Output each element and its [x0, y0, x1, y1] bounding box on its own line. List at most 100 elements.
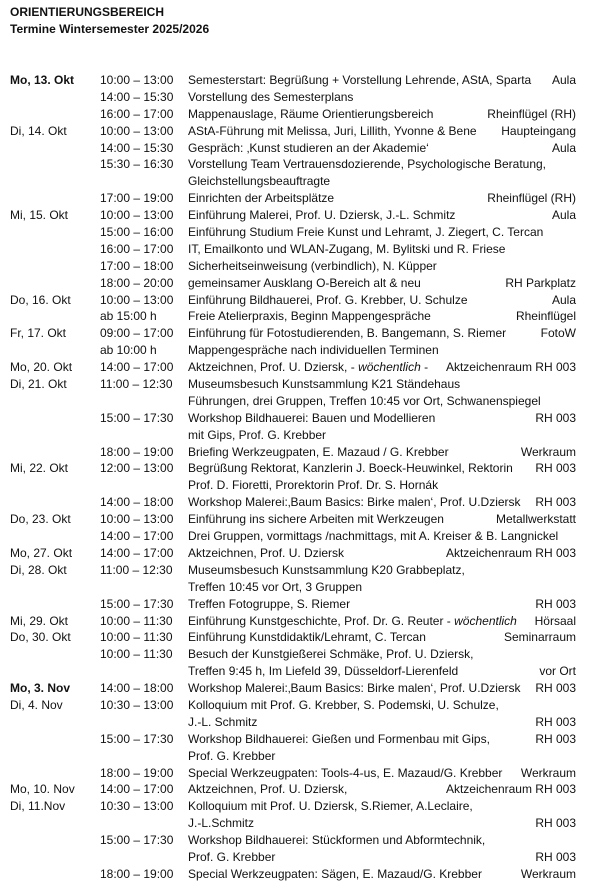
- schedule-row: Fr, 17. Okt 09:00 – 17:00 Einführung für F…: [0, 325, 600, 343]
- schedule-time: 17:00 – 18:00: [100, 258, 174, 273]
- schedule-location: Haupteingang: [498, 122, 576, 140]
- schedule-row: Mo, 27. Okt 14:00 – 17:00 Aktzeichnen, Pro…: [0, 544, 600, 562]
- schedule-time: 10:00 – 13:00: [100, 208, 174, 223]
- schedule-description: J.-L. Schmitz: [188, 714, 257, 731]
- schedule-time: 15:00 – 17:30: [100, 731, 174, 746]
- schedule-row: ab 10:00 h Mappengespräche nach individue…: [0, 342, 600, 359]
- description-text: Mappengespräche nach individuellen Termi…: [188, 343, 439, 358]
- description-text: J.-L.Schmitz: [188, 816, 255, 831]
- schedule-row: 15:00 – 17:30 Workshop Bildhauerei: Bauen…: [0, 409, 600, 427]
- description-text: Einführung Kunstgeschichte, Prof. Dr. G.…: [188, 613, 455, 628]
- schedule-location: Aktzeichenraum RH 003: [442, 359, 576, 377]
- schedule-description: Treffen 10:45 vor Ort, 3 Gruppen: [188, 579, 362, 596]
- schedule-time: 10:00 – 13:00: [100, 123, 174, 138]
- schedule-description: J.-L.Schmitz: [188, 815, 254, 832]
- schedule-time: 10:30 – 13:00: [100, 799, 174, 814]
- description-text: Treffen Fotogruppe, S. Riemer: [188, 596, 351, 611]
- schedule-row: Di, 14. Okt 10:00 – 13:00 AStA-Führung mit…: [0, 122, 600, 140]
- schedule-description: Aktzeichnen, Prof. U. Dziersk: [188, 545, 344, 562]
- document-subtitle: Termine Wintersemester 2025/2026: [10, 22, 210, 36]
- schedule-time: 15:00 – 17:30: [100, 833, 174, 848]
- schedule-time: 18:00 – 20:00: [100, 275, 174, 290]
- schedule-row: Gleichstellungsbeauftragte: [0, 173, 600, 190]
- schedule-row: Prof. G. Krebber: [0, 748, 600, 765]
- schedule-description: Einführung ins sichere Arbeiten mit Werk…: [188, 511, 444, 528]
- schedule-time: 14:00 – 17:00: [100, 545, 174, 560]
- description-text: Gleichstellungsbeauftragte: [188, 174, 331, 189]
- schedule-row: 15:00 – 17:30 Workshop Bildhauerei: Stück…: [0, 832, 600, 849]
- schedule-description: mit Gips, Prof. G. Krebber: [188, 427, 326, 444]
- description-emphasis: wöchentlich: [358, 360, 421, 375]
- schedule-time: 14:00 – 15:30: [100, 89, 174, 104]
- schedule-time: 14:00 – 17:00: [100, 529, 174, 544]
- schedule-row: 14:00 – 18:00 Workshop Malerei:‚Baum Basi…: [0, 494, 600, 512]
- schedule-date: Mo, 13. Okt: [10, 73, 75, 87]
- schedule-location: Aula: [548, 291, 576, 309]
- schedule-location: RH Parkplatz: [502, 274, 576, 292]
- schedule-description: Kolloquium mit Prof. U. Dziersk, S.Rieme…: [188, 798, 473, 815]
- description-text: Aktzeichnen, Prof. U. Dziersk, -: [188, 360, 359, 375]
- schedule-location: Werkraum: [517, 443, 576, 461]
- schedule-description: Besuch der Kunstgießerei Schmäke, Prof. …: [188, 646, 473, 663]
- schedule-description: Prof. D. Fioretti, Prorektorin Prof. Dr.…: [188, 477, 438, 494]
- schedule-description: Kolloquium mit Prof. G. Krebber, S. Pode…: [188, 697, 499, 714]
- schedule-location: vor Ort: [536, 663, 576, 681]
- schedule-row: Do, 23. Okt 10:00 – 13:00 Einführung ins s…: [0, 511, 600, 529]
- schedule-description: AStA-Führung mit Melissa, Juri, Lillith,…: [188, 123, 477, 140]
- schedule-description: Einführung Bildhauerei, Prof. G. Krebber…: [188, 292, 468, 309]
- description-text: Einführung für Fotostudierenden, B. Bang…: [188, 326, 507, 341]
- schedule-row: Mo, 20. Okt 14:00 – 17:00 Aktzeichnen, Pro…: [0, 359, 600, 377]
- schedule-description: Einführung für Fotostudierenden, B. Bang…: [188, 325, 506, 342]
- schedule-date: Di, 21. Okt: [10, 377, 67, 392]
- schedule-row: 10:00 – 11:30 Besuch der Kunstgießerei Sc…: [0, 646, 600, 663]
- description-text: Freie Atelierpraxis, Beginn Mappengesprä…: [188, 309, 431, 324]
- description-text: Einrichten der Arbeitsplätze: [188, 191, 335, 206]
- schedule-location: Aula: [548, 72, 576, 89]
- description-text: Treffen 9:45 h, Im Liefeld 39, Düsseldor…: [188, 664, 459, 679]
- schedule-location: RH 003: [532, 713, 576, 731]
- description-text: Prof. G. Krebber: [188, 748, 276, 763]
- schedule-row: Do, 16. Okt 10:00 – 13:00 Einführung Bildh…: [0, 291, 600, 309]
- schedule-date: Di, 28. Okt: [10, 562, 67, 577]
- description-text: Workshop Bildhauerei: Bauen und Modellie…: [188, 410, 436, 425]
- schedule-description: Special Werkzeugpaten: Sägen, E. Mazaud/…: [188, 866, 482, 883]
- schedule-row: 18:00 – 20:00 gemeinsamer Ausklang O-Bere…: [0, 274, 600, 292]
- schedule-time: 10:30 – 13:00: [100, 697, 174, 712]
- schedule-date: Fr, 17. Okt: [10, 326, 67, 341]
- schedule-time: 11:00 – 12:30: [100, 562, 173, 577]
- schedule-location: Rheinflügel (RH): [484, 105, 576, 123]
- description-text: Einführung Kunstdidaktik/Lehramt, C. Ter…: [188, 630, 426, 645]
- schedule-time: 18:00 – 19:00: [100, 444, 174, 459]
- schedule-description: Führungen, drei Gruppen, Treffen 10:45 v…: [188, 393, 541, 410]
- schedule-date: Mi, 15. Okt: [10, 208, 69, 223]
- description-text: Einführung Bildhauerei, Prof. G. Krebber…: [188, 292, 468, 307]
- schedule-time: 18:00 – 19:00: [100, 866, 174, 881]
- schedule-row: 15:00 – 16:00 Einführung Studium Freie Ku…: [0, 224, 600, 241]
- schedule-row: 14:00 – 15:30 Gespräch: ‚Kunst studieren …: [0, 139, 600, 157]
- schedule-row: 16:00 – 17:00 IT, Emailkonto und WLAN-Zug…: [0, 241, 600, 258]
- schedule-time: 11:00 – 12:30: [100, 377, 173, 392]
- description-text: Workshop Bildhauerei: Stückformen und Ab…: [188, 833, 486, 848]
- schedule-row: ab 15:00 h Freie Atelierpraxis, Beginn Ma…: [0, 308, 600, 326]
- schedule-location: RH 003: [532, 595, 576, 613]
- schedule-date: Di, 4. Nov: [10, 697, 63, 712]
- description-text-after: -: [420, 360, 429, 375]
- schedule-time: 18:00 – 19:00: [100, 765, 174, 780]
- schedule-description: Treffen Fotogruppe, S. Riemer: [188, 596, 350, 613]
- schedule-description: Aktzeichnen, Prof. U. Dziersk, - wöchent…: [188, 359, 428, 376]
- description-text: Treffen 10:45 vor Ort, 3 Gruppen: [188, 579, 363, 594]
- schedule-time: 14:00 – 18:00: [100, 495, 174, 510]
- schedule-row: 18:00 – 19:00 Special Werkzeugpaten: Tool…: [0, 764, 600, 782]
- schedule-date: Do, 16. Okt: [10, 292, 71, 307]
- description-text: Kolloquium mit Prof. G. Krebber, S. Pode…: [188, 697, 499, 712]
- schedule-description: Aktzeichnen, Prof. U. Dziersk,: [188, 781, 347, 798]
- schedule-location: RH 003: [532, 409, 576, 427]
- schedule-description: IT, Emailkonto und WLAN-Zugang, M. Bylit…: [188, 241, 505, 258]
- schedule-location: Rheinflügel (RH): [484, 190, 576, 208]
- schedule-row: Mi, 15. Okt 10:00 – 13:00 Einführung Maler…: [0, 207, 600, 225]
- schedule-description: Vorstellung Team Vertrauensdozierende, P…: [188, 156, 546, 173]
- schedule-time: 15:00 – 17:30: [100, 410, 174, 425]
- schedule-location: RH 003: [532, 730, 576, 748]
- schedule-time: ab 15:00 h: [100, 309, 157, 324]
- schedule-list: Mo, 13. Okt 10:00 – 13:00 Semesterstart: B…: [0, 72, 600, 883]
